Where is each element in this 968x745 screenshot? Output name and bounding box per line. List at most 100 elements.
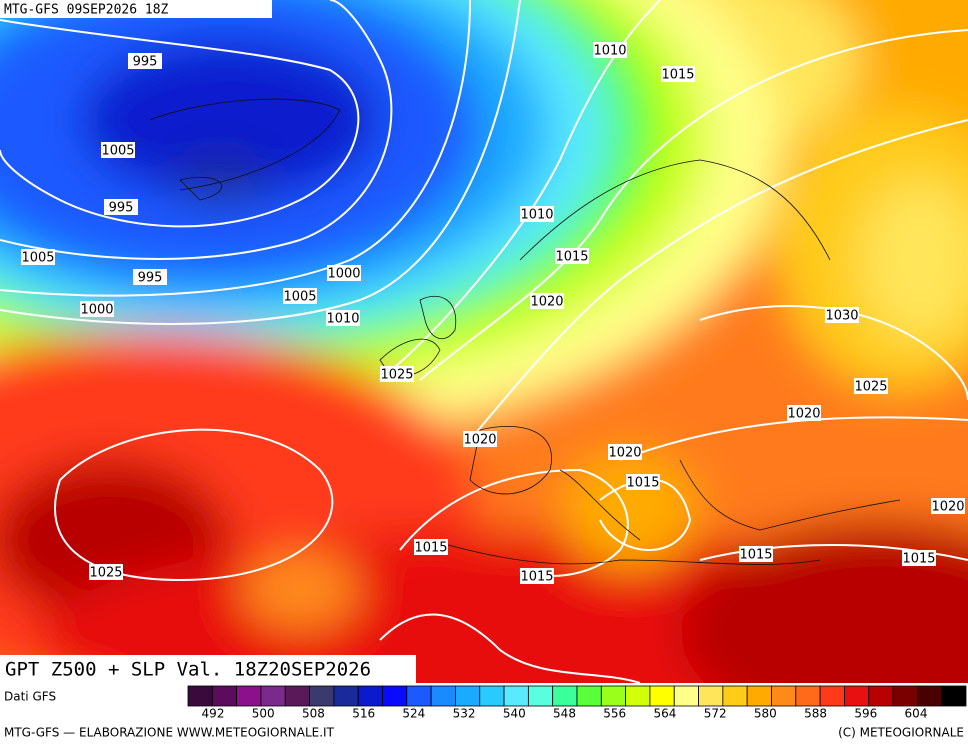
colorbar-swatch: [819, 685, 845, 707]
isobar-label-bg: [555, 248, 589, 264]
colorbar-swatch: [576, 685, 602, 707]
isobar-label-bg: [101, 142, 135, 158]
isobar-label-bg: [530, 293, 564, 309]
isobar-label: 1030: [825, 309, 858, 324]
isobar-label-bg: [380, 366, 414, 382]
colorbar-swatch: [892, 685, 918, 707]
footer-right: (C) METEOGIORNALE: [838, 726, 964, 740]
colorbar-tick-label: 508: [302, 707, 325, 721]
isobar-label: 1005: [21, 251, 54, 266]
colorbar-swatch: [455, 685, 481, 707]
isobar-label: 1020: [787, 407, 820, 422]
isobar-label-bg: [128, 53, 162, 69]
isobar-label: 995: [133, 55, 158, 70]
isobar-label-group: 995 1010 1015 1005 995 1010 1015 1005 995 1000 100…: [21, 42, 965, 585]
colorbar-swatch: [527, 685, 554, 707]
isobar-label-bg: [21, 249, 55, 265]
isobar-label: 1015: [555, 250, 588, 265]
colorbar-tick-label: 548: [553, 707, 576, 721]
colorbar-swatch: [309, 685, 335, 707]
colorbar-tick-label: 492: [202, 707, 225, 721]
isobar-label: 1025: [854, 380, 887, 395]
colorbar-tick-label: 516: [352, 707, 375, 721]
isobar-label-bg: [854, 378, 888, 394]
isobar-label: 1010: [520, 208, 553, 223]
colorbar-swatch: [673, 685, 699, 707]
colorbar-swatch: [868, 685, 894, 707]
colorbar-swatch: [333, 685, 359, 707]
isobar-label: 1000: [327, 267, 360, 282]
colorbar-swatch: [941, 685, 967, 707]
colorbar-swatch: [600, 685, 627, 707]
isobar-label: 1015: [739, 548, 772, 563]
colorbar-swatch: [406, 685, 432, 707]
colorbar-swatch: [746, 685, 772, 707]
isobar-label-bg: [414, 539, 448, 555]
colorbar-tick-label: 604: [905, 707, 928, 721]
colorbar-swatch: [260, 685, 286, 707]
isobar-label-bg: [661, 66, 695, 82]
isobar-label: 1015: [902, 552, 935, 567]
colorbar-tick-label: 524: [402, 707, 425, 721]
colorbar: 492 500 508 516 524 532 540 548 556 564 572 580 588 5…: [187, 685, 967, 721]
colorbar-swatch: [430, 685, 456, 707]
isobar-label: 1020: [530, 295, 563, 310]
isobar-label-bg: [520, 206, 554, 222]
colorbar-swatch: [211, 685, 238, 707]
isobar-label-bg: [80, 301, 114, 317]
colorbar-tick-label: 532: [453, 707, 476, 721]
colorbar-swatch: [722, 685, 748, 707]
isobar-label-bg: [902, 550, 936, 566]
isobar-label: 1025: [380, 368, 413, 383]
colorbar-swatch: [382, 685, 408, 707]
isobar-label: 1020: [931, 500, 964, 515]
isobar-label: 1020: [608, 446, 641, 461]
isobar-label: 1010: [593, 44, 626, 59]
colorbar-tick-label: 540: [503, 707, 526, 721]
isobar-label-bg: [283, 288, 317, 304]
colorbar-swatch: [795, 685, 821, 707]
isobar-label-bg: [104, 199, 138, 215]
colorbar-swatch: [357, 685, 383, 707]
header-box: [0, 0, 272, 18]
footer-left: MTG-GFS — ELABORAZIONE WWW.METEOGIORNALE…: [4, 726, 335, 740]
colorbar-swatch: [916, 685, 943, 707]
colorbar-tick-label: 556: [603, 707, 626, 721]
isobar-label-bg: [825, 307, 859, 323]
isobar-label-bg: [593, 42, 627, 58]
isobar-label-bg: [89, 564, 123, 580]
colorbar-swatch: [187, 685, 213, 707]
colorbar-tick-label: 564: [653, 707, 676, 721]
isobar-label: 1010: [326, 312, 359, 327]
source-label: Dati GFS: [4, 690, 56, 704]
colorbar-swatch: [552, 685, 578, 707]
colorbar-tick-label: 580: [754, 707, 777, 721]
title-box: [0, 655, 416, 683]
isobar-label: 1000: [80, 303, 113, 318]
isobar-label-bg: [626, 474, 660, 490]
colorbar-swatch: [236, 685, 262, 707]
isobar-label: 1015: [626, 476, 659, 491]
isobar-label: 1005: [283, 290, 316, 305]
isobar-label: 995: [109, 201, 134, 216]
run-label: MTG-GFS 09SEP2026 18Z: [4, 3, 169, 18]
colorbar-swatch: [625, 685, 651, 707]
colorbar-swatch: [844, 685, 870, 707]
colorbar-swatch: [503, 685, 529, 707]
isobar-label-bg: [463, 431, 497, 447]
colorbar-tick-label: 500: [252, 707, 275, 721]
isobar-label: 1005: [101, 144, 134, 159]
isobar-label: 1015: [661, 68, 694, 83]
colorbar-swatch: [479, 685, 505, 707]
isobar-label-bg: [520, 568, 554, 584]
colorbar-tick-label: 572: [704, 707, 727, 721]
isobar-label-bg: [133, 269, 167, 285]
colorbar-swatch: [649, 685, 675, 707]
colorbar-swatch: [771, 685, 797, 707]
isobar-label: 1015: [520, 570, 553, 585]
isobar-label-bg: [327, 265, 361, 281]
